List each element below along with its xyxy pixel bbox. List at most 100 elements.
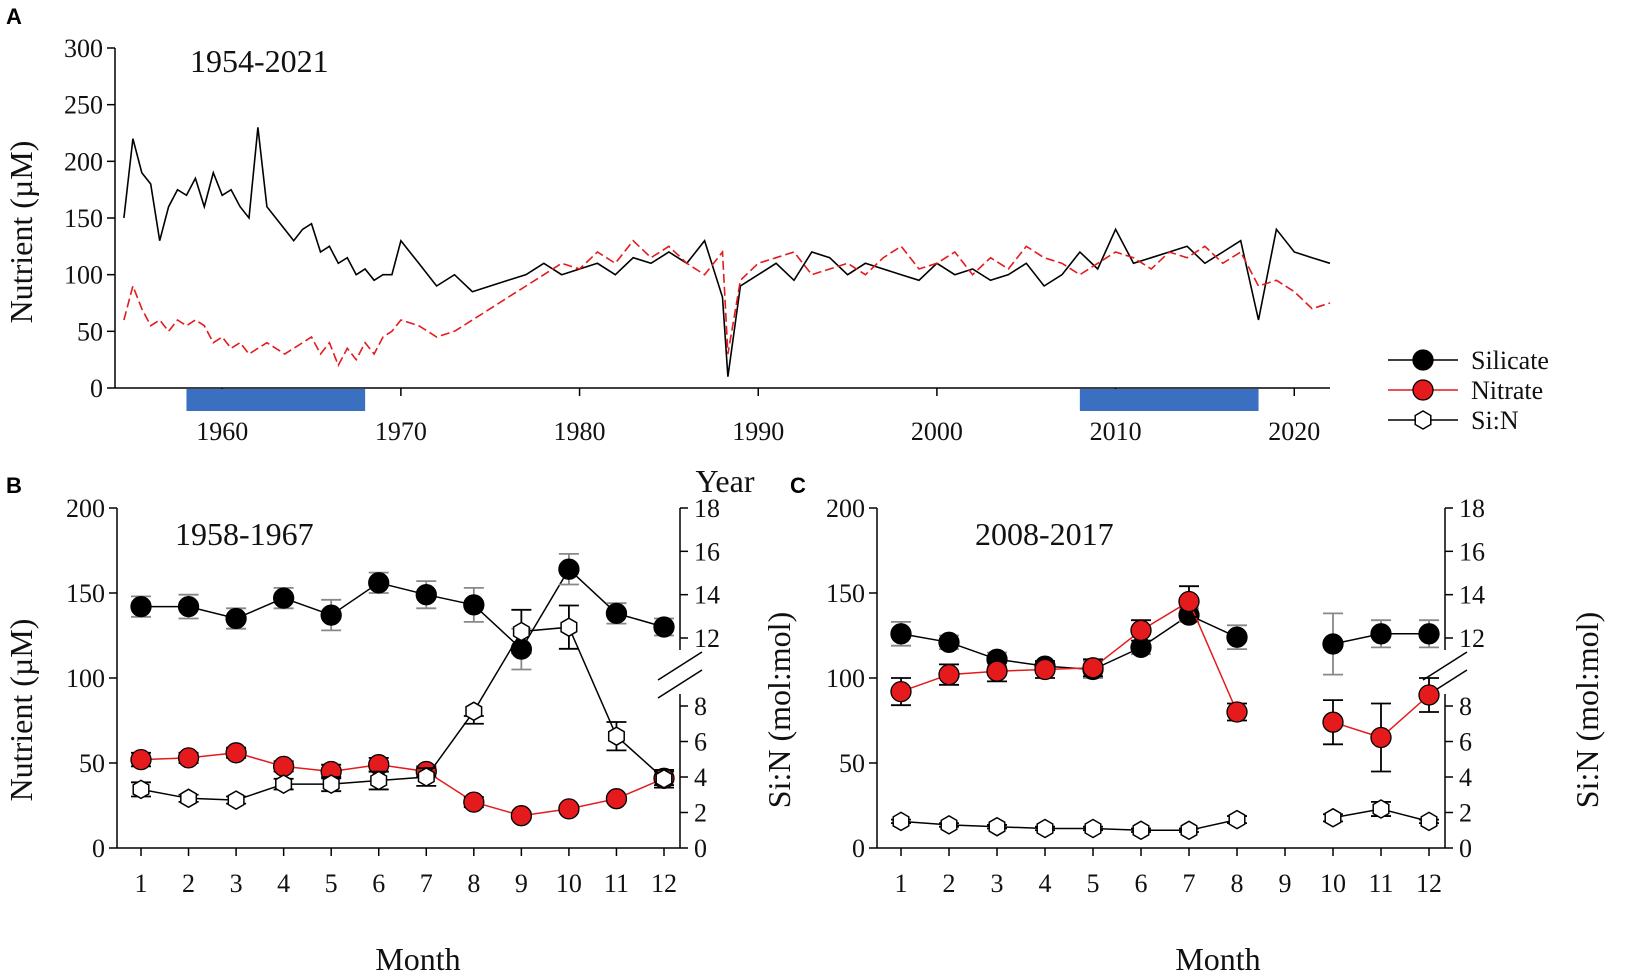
panel-b-point-sin	[607, 726, 625, 747]
panel-b-period-label: 1958-1967	[175, 516, 314, 552]
panel-c-right-tick-label: 8	[1459, 692, 1472, 721]
panel-a-x-tick-label: 1980	[554, 417, 606, 446]
panel-c-point-sin	[1132, 820, 1150, 841]
panel-c-right-tick-label: 6	[1459, 728, 1472, 757]
panel-b-point-silicate	[653, 616, 675, 638]
panel-a-ylabel: Nutrient (µM)	[3, 141, 39, 324]
panel-a-x-tick-label: 2010	[1090, 417, 1142, 446]
panel-c-left-tick-label: 0	[852, 834, 865, 863]
panel-c-left-tick-label: 200	[826, 494, 865, 523]
panel-c-x-tick-label: 11	[1368, 869, 1393, 898]
panel-b-right-tick-label: 6	[694, 728, 707, 757]
panel-letter-c: C	[790, 473, 806, 498]
panel-b-x-tick-label: 5	[325, 869, 338, 898]
panel-a-y-tick-label: 50	[77, 317, 103, 346]
panel-c-point-nitrate	[1418, 684, 1440, 706]
panel-b-left-tick-label: 50	[79, 749, 105, 778]
panel-b-point-silicate	[605, 602, 628, 625]
panel-b-line-sin	[140, 626, 665, 801]
panel-a-highlight-bar	[1079, 389, 1259, 411]
panel-c-right-tick-label: 12	[1459, 624, 1485, 653]
panel-c-point-sin	[1036, 818, 1054, 839]
panel-b-point-nitrate	[605, 788, 628, 810]
panel-b-left-tick-label: 0	[92, 834, 105, 863]
panel-a-x-tick-label: 2020	[1268, 417, 1320, 446]
panel-c-point-nitrate	[938, 663, 960, 686]
panel-b-point-nitrate	[177, 747, 200, 769]
panel-b-x-tick-label: 3	[230, 869, 243, 898]
panel-b-point-sin	[275, 774, 293, 794]
panel-c-point-sin	[1180, 820, 1198, 841]
panel-c-x-tick-label: 1	[895, 869, 908, 898]
panel-c-right-tick-label: 16	[1459, 537, 1485, 566]
panel-b-point-silicate	[558, 558, 580, 580]
panel-a-series-nitrate	[123, 239, 1331, 368]
panel-c-point-nitrate	[890, 680, 912, 703]
panel-c-point-sin	[1372, 799, 1390, 819]
panel-c-axis-break-mark	[1422, 651, 1468, 681]
panel-c-point-sin	[1420, 811, 1438, 832]
panel-b-left-tick-label: 150	[66, 579, 105, 608]
panel-b-point-nitrate	[463, 791, 485, 813]
legend-label-silicate: Silicate	[1471, 346, 1549, 375]
panel-b-point-silicate	[368, 572, 390, 594]
panel-b-point-sin	[322, 774, 340, 794]
panel-c-x-tick-label: 5	[1087, 869, 1100, 898]
panel-c-point-nitrate	[1082, 657, 1104, 679]
panel-c-point-silicate	[1370, 623, 1392, 645]
panel-c-point-sin	[892, 811, 910, 832]
panel-a-x-tick-label: 1960	[196, 417, 248, 446]
legend-label-ratio: Si:N	[1471, 406, 1519, 435]
panel-b-right-tick-label: 8	[694, 692, 707, 721]
panel-a-y-tick-label: 200	[64, 147, 103, 176]
panel-b-point-sin	[417, 767, 435, 787]
panel-b-right-tick-label: 14	[694, 581, 720, 610]
legend-label-nitrate: Nitrate	[1471, 376, 1543, 405]
panel-a-y-tick-label: 150	[64, 204, 103, 233]
panel-c-point-sin	[940, 815, 958, 835]
panel-b-x-tick-label: 9	[515, 869, 528, 898]
panel-c-right-tick-label: 2	[1459, 799, 1472, 828]
panel-b-x-tick-label: 11	[604, 869, 629, 898]
panel-c-point-nitrate	[1226, 701, 1248, 723]
panel-c-x-tick-label: 9	[1279, 869, 1292, 898]
panel-b-point-sin	[465, 701, 483, 722]
panel-c-point-silicate	[890, 623, 912, 645]
panel-c-right-tick-label: 4	[1459, 763, 1472, 792]
panel-letter-a: A	[6, 4, 22, 29]
panel-c-point-silicate	[1226, 626, 1248, 648]
panel-b-point-nitrate	[510, 805, 533, 827]
panel-c-period-label: 2008-2017	[975, 516, 1114, 552]
panel-a-highlight-bar	[186, 389, 366, 411]
panel-b-right-tick-label: 2	[694, 799, 707, 828]
panel-b-right-tick-label: 0	[694, 834, 707, 863]
panel-c-xlabel: Month	[1175, 941, 1260, 976]
panel-b-line-nitrate	[140, 752, 665, 817]
panel-c-left-tick-label: 150	[826, 579, 865, 608]
panel-b-ylabel-left: Nutrient (µM)	[3, 619, 39, 802]
panel-c-point-sin	[1324, 807, 1342, 828]
panel-b-point-sin	[512, 621, 530, 642]
panel-c-point-nitrate	[1322, 711, 1344, 733]
panel-b-point-sin	[560, 617, 578, 638]
panel-b-x-tick-label: 2	[182, 869, 195, 898]
panel-b-left-tick-label: 200	[66, 494, 105, 523]
panel-c-point-sin	[1084, 818, 1102, 839]
panel-b-line-silicate	[141, 568, 665, 651]
panel-b-ylabel-right: Si:N (mol:mol)	[761, 612, 797, 808]
panel-b-point-silicate	[177, 595, 200, 618]
panel-b-point-nitrate	[225, 742, 247, 764]
panel-b-point-sin	[655, 768, 673, 789]
panel-a-y-tick-label: 250	[64, 91, 103, 120]
panel-b-right-tick-label: 16	[694, 537, 720, 566]
panel-b-point-silicate	[225, 607, 247, 630]
panel-c-left-tick-label: 50	[839, 749, 865, 778]
panel-c-point-nitrate	[1178, 590, 1200, 613]
panel-a-timeseries: 1954-2021 0 50 100 150 200 250 300 1960 1970 1980…	[3, 34, 1331, 499]
panel-b-point-silicate	[463, 594, 485, 616]
panel-b-axis-break-mark	[657, 651, 703, 681]
